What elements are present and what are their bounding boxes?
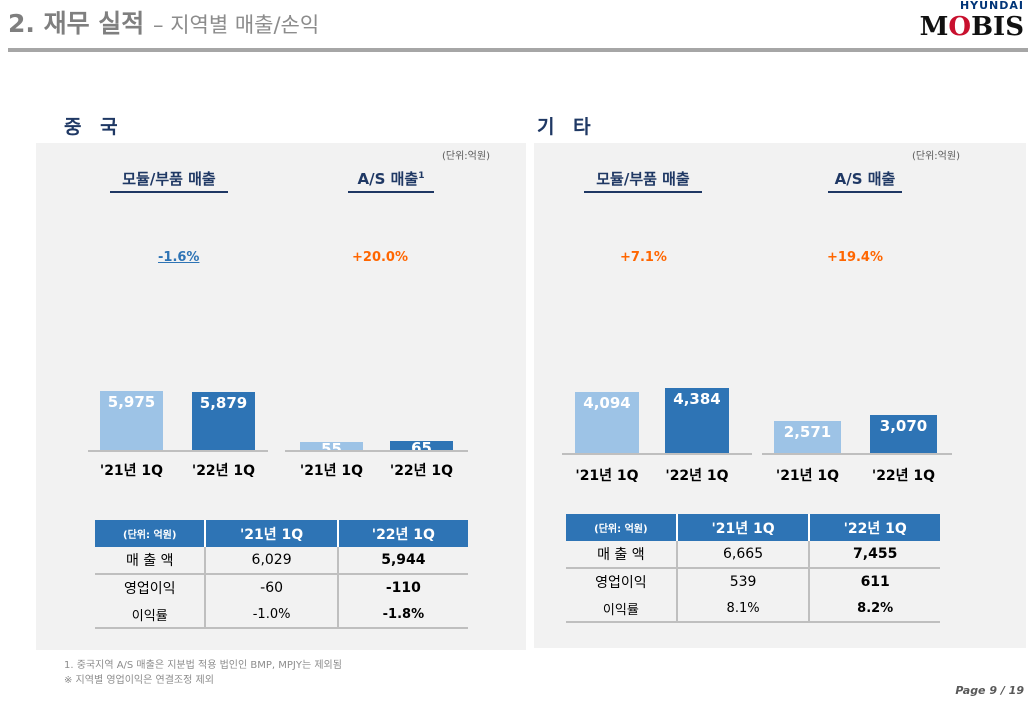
header-divider — [8, 48, 1028, 52]
cell: 539 — [676, 568, 811, 595]
chart-baseline — [285, 450, 468, 452]
cell: 5,944 — [337, 547, 468, 575]
chart-title: A/S 매출1 — [348, 168, 434, 193]
bar-curr: 5,879 — [192, 392, 255, 450]
bar-value-label: 4,094 — [583, 394, 631, 412]
page-number: Page 9 / 19 — [955, 684, 1024, 697]
bar-prev: 2,571 — [774, 421, 841, 453]
bar-value-label: 65 — [411, 441, 432, 450]
cell: 611 — [860, 574, 890, 590]
th: (단위: 억원) — [566, 514, 678, 541]
bar-value-label: 5,975 — [107, 393, 156, 411]
cell: 매 출 액 — [566, 541, 678, 569]
th: (단위: 억원) — [95, 520, 207, 547]
growth-rate: -1.6% — [158, 250, 200, 265]
growth-rate: +19.4% — [827, 250, 883, 265]
cell: 영업이익 — [566, 568, 678, 595]
x-tick-label: '22년 1Q — [871, 468, 936, 484]
growth-rate: +7.1% — [620, 250, 667, 265]
bar-value-label: 3,070 — [879, 417, 928, 435]
title-main: 2. 재무 실적 — [8, 9, 145, 38]
cell: -1.0% — [205, 601, 339, 629]
x-tick-label: '22년 1Q — [191, 463, 256, 479]
footnote: 1. 중국지역 A/S 매출은 지분법 적용 법인인 BMP, MPJY는 제외… — [64, 660, 342, 671]
cell: 매 출 액 — [95, 547, 207, 575]
unit-label: (단위:억원) — [912, 151, 960, 162]
bar-curr: 65 — [390, 441, 453, 450]
region-title-china: 중 국 — [64, 116, 124, 138]
chart-baseline — [762, 453, 952, 455]
cell: 이익률 — [566, 595, 678, 623]
bar-value-label: 5,879 — [199, 394, 248, 412]
chart-title: 모듈/부품 매출 — [110, 168, 228, 193]
x-tick-label: '22년 1Q — [389, 463, 454, 479]
x-tick-label: '22년 1Q — [665, 468, 729, 484]
cell: 7,455 — [809, 541, 940, 569]
page-subtitle: – 지역별 매출/손익 — [153, 13, 320, 37]
other-table: (단위: 억원) '21년 1Q '22년 1Q 매 출 액 6,665 7,455 영… — [566, 514, 940, 623]
x-tick-label: '21년 1Q — [299, 463, 364, 479]
cell: 영업이익 — [95, 574, 207, 601]
table-row: 영업이익 539 611 — [566, 568, 940, 595]
chart-baseline — [88, 450, 268, 452]
x-tick-label: '21년 1Q — [99, 463, 164, 479]
cell: 8.1% — [676, 595, 811, 623]
chart-baseline — [562, 453, 752, 455]
growth-rate: +20.0% — [352, 250, 408, 265]
table-row: 영업이익 -60 -110 — [95, 574, 468, 601]
region-title-other: 기 타 — [537, 116, 597, 138]
th: '22년 1Q — [809, 514, 940, 541]
bar-value-label: 55 — [300, 442, 363, 450]
logo-bottom: MOBIS — [919, 12, 1024, 42]
bar-prev: 5,975 — [100, 391, 163, 450]
chart-title: A/S 매출 — [828, 168, 902, 193]
page-title: 2. 재무 실적 – 지역별 매출/손익 — [8, 4, 319, 40]
chart-title: 모듈/부품 매출 — [584, 168, 702, 193]
bar-prev: 55 — [300, 442, 363, 450]
bar-curr: 3,070 — [870, 415, 937, 453]
table-row: 이익률 -1.0% -1.8% — [95, 601, 468, 629]
cell: 6,029 — [205, 547, 339, 575]
cell: -110 — [385, 580, 421, 596]
unit-label: (단위:억원) — [442, 151, 490, 162]
bar-value-label: 2,571 — [783, 423, 832, 441]
cell: 6,665 — [676, 541, 811, 569]
table-row: 이익률 8.1% 8.2% — [566, 595, 940, 623]
x-tick-label: '21년 1Q — [775, 468, 840, 484]
th: '21년 1Q — [676, 514, 811, 541]
table-row: 매 출 액 6,665 7,455 — [566, 541, 940, 569]
table-row: 매 출 액 6,029 5,944 — [95, 547, 468, 575]
china-table: (단위: 억원) '21년 1Q '22년 1Q 매 출 액 6,029 5,944 영… — [95, 520, 468, 629]
cell: -1.8% — [337, 601, 468, 629]
cell: 8.2% — [809, 595, 940, 623]
th: '21년 1Q — [205, 520, 339, 547]
bar-value-label: 4,384 — [673, 390, 721, 408]
bar-prev: 4,094 — [575, 392, 639, 453]
hyundai-mobis-logo: HYUNDAI MOBIS — [914, 0, 1024, 44]
bar-curr: 4,384 — [665, 388, 729, 453]
x-tick-label: '21년 1Q — [575, 468, 639, 484]
footnote: ※ 지역별 영업이익은 연결조정 제외 — [64, 675, 214, 686]
logo-top: HYUNDAI — [959, 0, 1024, 12]
cell: 이익률 — [95, 601, 207, 629]
cell: -60 — [205, 574, 339, 601]
th: '22년 1Q — [337, 520, 468, 547]
